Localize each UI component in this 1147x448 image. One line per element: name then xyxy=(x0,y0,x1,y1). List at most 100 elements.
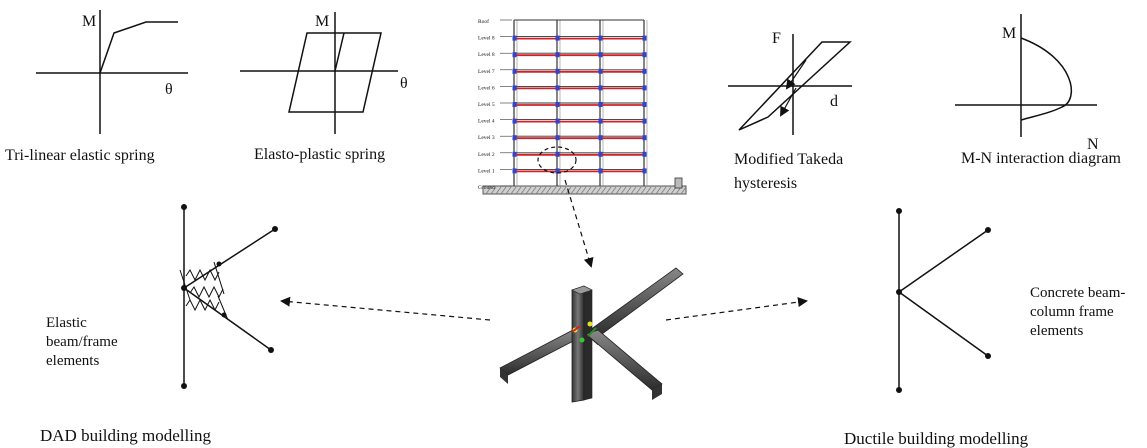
level-label: Level 8 xyxy=(478,36,495,42)
level-label: Level 5 xyxy=(478,102,495,108)
joint-node xyxy=(598,118,603,124)
joint-node xyxy=(512,102,517,107)
level-label: Level 8 xyxy=(478,52,495,58)
joint-node xyxy=(512,85,517,91)
joint-node xyxy=(642,102,647,107)
dad-title: DAD building modelling xyxy=(40,426,211,445)
loading-arrow xyxy=(785,59,807,90)
joint-node xyxy=(512,135,517,141)
ductile-label-line3: elements xyxy=(1030,323,1083,339)
joint-node xyxy=(512,52,517,58)
dad-label-line3: elements xyxy=(46,353,99,369)
level-label: Ground xyxy=(478,185,495,191)
joint-node xyxy=(642,52,647,58)
trilinear-curve xyxy=(99,21,178,74)
joint-node xyxy=(598,85,603,91)
joint-zoom-arrow xyxy=(564,179,594,268)
y-axis-label: M xyxy=(82,13,96,30)
rotational-spring xyxy=(189,285,224,299)
takeda-caption-line1: Modified Takeda xyxy=(734,151,843,168)
level-label: Level 6 xyxy=(478,85,495,91)
joint-node xyxy=(555,52,560,58)
ductile-model: Concrete beam- column frame elements Duc… xyxy=(844,208,1125,448)
spring-node xyxy=(579,337,585,343)
x-axis-label: N xyxy=(1087,136,1099,153)
joint-node xyxy=(642,85,647,91)
ground-hatch xyxy=(485,186,687,195)
joint-node xyxy=(642,68,647,74)
arrow-to-dad xyxy=(280,296,491,321)
frame-level-labels: Roof Level 8 Level 8 Level 7 Level 6 Level 5 L… xyxy=(478,18,512,191)
joint-node xyxy=(642,151,647,157)
joint-node xyxy=(598,151,603,157)
level-label: Level 7 xyxy=(478,69,495,75)
joint-node xyxy=(555,102,560,107)
node xyxy=(896,208,902,214)
elastoplastic-spring-diagram: M θ Elasto-plastic spring xyxy=(240,12,408,163)
x-axis-label: d xyxy=(830,93,838,110)
y-axis-label: M xyxy=(315,13,329,30)
y-axis-label: F xyxy=(772,30,781,47)
hysteresis-parallelogram xyxy=(288,32,382,113)
joint-node xyxy=(555,168,560,174)
joint-node xyxy=(598,168,603,174)
node xyxy=(896,289,902,295)
node xyxy=(985,227,991,233)
node xyxy=(216,261,222,267)
node xyxy=(181,285,187,291)
y-axis-label: M xyxy=(1002,25,1016,42)
takeda-caption-line2: hysteresis xyxy=(734,175,797,192)
node xyxy=(181,383,187,389)
joint-node xyxy=(555,85,560,91)
x-axis-label: θ xyxy=(165,81,173,98)
beam-element-lower xyxy=(898,291,989,357)
node xyxy=(221,312,227,318)
takeda-hysteresis-diagram: F d Modified Takeda hysteresis xyxy=(728,30,852,192)
ductile-label-line1: Concrete beam- xyxy=(1030,285,1125,301)
joint-node xyxy=(555,35,560,41)
building-frame-drawing: Roof Level 8 Level 8 Level 7 Level 6 Level 5 L… xyxy=(478,18,687,195)
joint-node xyxy=(555,151,560,157)
level-label: Level 3 xyxy=(478,135,495,141)
joint-node xyxy=(598,35,603,41)
joint-node xyxy=(642,168,647,174)
joint-node xyxy=(598,135,603,141)
takeda-loop xyxy=(738,41,852,131)
joint-node xyxy=(512,68,517,74)
node xyxy=(181,204,187,210)
node xyxy=(985,353,991,359)
joint-node xyxy=(598,52,603,58)
dad-label-line2: beam/frame xyxy=(46,334,118,350)
beam-element-upper xyxy=(183,228,276,289)
joint-node xyxy=(512,168,517,174)
joint-node xyxy=(598,68,603,74)
joint-node xyxy=(512,35,517,41)
elastoplastic-caption: Elasto-plastic spring xyxy=(254,146,385,163)
frame-support xyxy=(674,177,683,189)
level-label: Level 1 xyxy=(478,168,495,174)
node xyxy=(896,387,902,393)
interaction-curve xyxy=(1020,37,1073,121)
frame-beams xyxy=(514,19,644,173)
mn-caption: M-N interaction diagram xyxy=(961,150,1122,167)
highlight-joint-circle xyxy=(537,146,577,174)
beam-element-upper xyxy=(898,229,989,293)
dad-label-line1: Elastic xyxy=(46,315,87,331)
ductile-title: Ductile building modelling xyxy=(844,429,1029,448)
joint-node xyxy=(598,102,603,107)
beam-column-joint-3d xyxy=(499,267,684,403)
foundation-ground xyxy=(482,185,687,195)
joint-node xyxy=(555,68,560,74)
level-label: Roof xyxy=(478,18,489,25)
unloading-arrow xyxy=(780,87,797,117)
node xyxy=(268,347,274,353)
frame-nodes xyxy=(512,35,647,174)
x-axis-label: θ xyxy=(400,75,408,92)
joint-node xyxy=(642,118,647,124)
joint-node xyxy=(555,118,560,124)
ductile-label-line2: column frame xyxy=(1030,304,1114,320)
joint-node xyxy=(512,151,517,157)
arrow-to-ductile xyxy=(665,297,808,321)
joint-node xyxy=(512,118,517,124)
